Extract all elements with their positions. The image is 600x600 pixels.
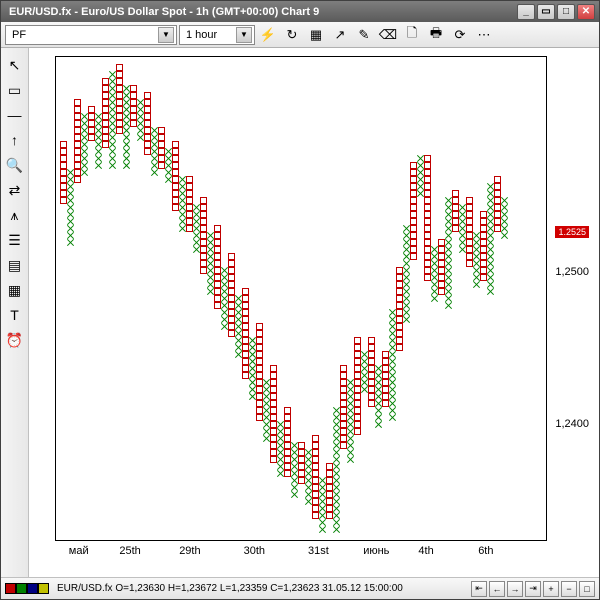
titlebar[interactable]: EUR/USD.fx - Euro/US Dollar Spot - 1h (G… [1, 1, 599, 22]
y-axis-label: 1,2400 [555, 418, 589, 430]
tool-button-6[interactable]: ⩚ [4, 204, 26, 226]
nav-button-1[interactable]: ← [489, 581, 505, 597]
window-buttons: _ ▭ □ ✕ [517, 4, 595, 20]
x-axis-label: 29th [179, 545, 200, 557]
toolbar-button-6[interactable]: 🗋 [401, 25, 423, 45]
x-axis-label: май [69, 545, 89, 557]
y-axis: 1,2500 1,2400 1.2525 [551, 56, 591, 541]
close-button[interactable]: ✕ [577, 4, 595, 20]
nav-button-3[interactable]: ⇥ [525, 581, 541, 597]
point-figure-grid [56, 57, 546, 540]
toolbar-button-9[interactable]: ⋯ [473, 25, 495, 45]
nav-button-6[interactable]: □ [579, 581, 595, 597]
toolbar-button-5[interactable]: ⌫ [377, 25, 399, 45]
tool-button-3[interactable]: ↑ [4, 129, 26, 151]
chart-frame [55, 56, 547, 541]
chevron-down-icon[interactable]: ▼ [158, 27, 174, 43]
tool-button-8[interactable]: ▤ [4, 254, 26, 276]
color-swatch[interactable] [38, 583, 49, 594]
tool-button-4[interactable]: 🔍 [4, 154, 26, 176]
drawing-tools-panel: ↖ ▭ — ↑ 🔍 ⇄ ⩚ ☰ ▤ ▦ T ⏰ [1, 48, 29, 577]
nav-button-4[interactable]: + [543, 581, 559, 597]
window-title: EUR/USD.fx - Euro/US Dollar Spot - 1h (G… [5, 6, 517, 18]
status-bar: EUR/USD.fx O=1,23630 H=1,23672 L=1,23359… [1, 577, 599, 599]
maximize-button[interactable]: □ [557, 4, 575, 20]
chart-area[interactable]: 1,2500 1,2400 1.2525 май 25th 29th 30th 31st ию… [29, 48, 599, 577]
toolbar-button-2[interactable]: ▦ [305, 25, 327, 45]
tool-button-7[interactable]: ☰ [4, 229, 26, 251]
x-axis-label: 31st [308, 545, 329, 557]
x-axis-label: 30th [244, 545, 265, 557]
x-axis-label: 25th [119, 545, 140, 557]
content-area: ↖ ▭ — ↑ 🔍 ⇄ ⩚ ☰ ▤ ▦ T ⏰ 1,2500 1,2400 1.2525 май 25th 2… [1, 48, 599, 577]
color-swatch[interactable] [27, 583, 38, 594]
color-swatch[interactable] [5, 583, 16, 594]
tool-button-11[interactable]: ⏰ [4, 329, 26, 351]
chevron-down-icon[interactable]: ▼ [236, 27, 252, 43]
toolbar-button-3[interactable]: ↗ [329, 25, 351, 45]
nav-button-2[interactable]: → [507, 581, 523, 597]
toolbar: PF ▼ 1 hour ▼ ⚡↻▦↗✎⌫🗋🖶⟳⋯ [1, 22, 599, 48]
toolbar-button-7[interactable]: 🖶 [425, 25, 447, 45]
minimize-button[interactable]: _ [517, 4, 535, 20]
y-axis-label: 1,2500 [555, 266, 589, 278]
x-axis-label: 4th [418, 545, 433, 557]
nav-button-0[interactable]: ⇤ [471, 581, 487, 597]
price-marker: 1.2525 [555, 226, 589, 238]
timeframe-combo[interactable]: 1 hour ▼ [179, 25, 255, 45]
tool-button-5[interactable]: ⇄ [4, 179, 26, 201]
nav-button-5[interactable]: − [561, 581, 577, 597]
tool-button-0[interactable]: ↖ [4, 54, 26, 76]
symbol-combo[interactable]: PF ▼ [5, 25, 177, 45]
timeframe-combo-text: 1 hour [182, 29, 221, 41]
x-axis: май 25th 29th 30th 31st июнь 4th 6th [55, 545, 547, 559]
toolbar-button-0[interactable]: ⚡ [257, 25, 279, 45]
nav-buttons: ⇤←→⇥+−□ [471, 581, 595, 597]
x-axis-label: июнь [363, 545, 389, 557]
toolbar-button-4[interactable]: ✎ [353, 25, 375, 45]
color-swatch[interactable] [16, 583, 27, 594]
status-text: EUR/USD.fx O=1,23630 H=1,23672 L=1,23359… [57, 583, 471, 594]
tool-button-9[interactable]: ▦ [4, 279, 26, 301]
symbol-combo-text: PF [8, 29, 30, 41]
tool-button-10[interactable]: T [4, 304, 26, 326]
color-swatches [5, 583, 49, 594]
tool-button-2[interactable]: — [4, 104, 26, 126]
toolbar-button-8[interactable]: ⟳ [449, 25, 471, 45]
restore-button[interactable]: ▭ [537, 4, 555, 20]
chart-window: EUR/USD.fx - Euro/US Dollar Spot - 1h (G… [0, 0, 600, 600]
tool-button-1[interactable]: ▭ [4, 79, 26, 101]
toolbar-button-1[interactable]: ↻ [281, 25, 303, 45]
x-axis-label: 6th [478, 545, 493, 557]
